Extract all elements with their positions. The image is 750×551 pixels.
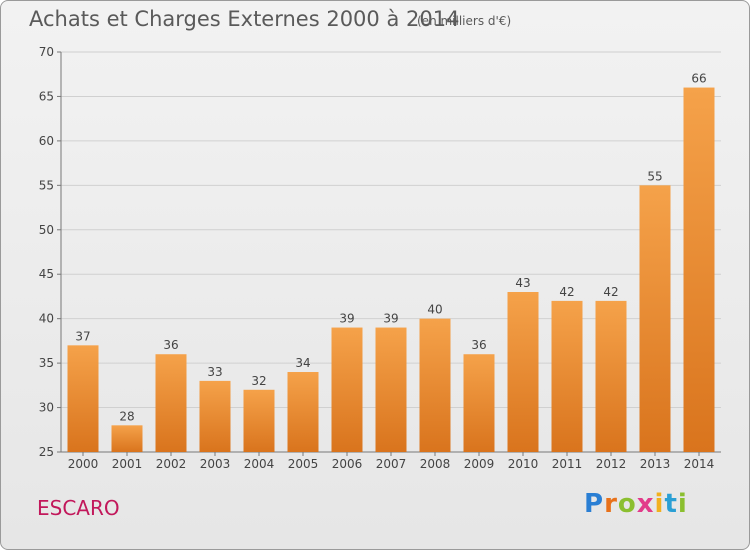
data-label: 36 xyxy=(471,338,486,352)
x-tick-label: 2003 xyxy=(200,457,231,471)
data-label: 42 xyxy=(559,285,574,299)
x-tick-label: 2011 xyxy=(552,457,583,471)
proxiti-logo[interactable]: Proxiti xyxy=(584,489,688,519)
logo-letter: x xyxy=(636,489,655,519)
data-label: 32 xyxy=(251,374,266,388)
bar xyxy=(243,389,275,452)
y-tick-label: 40 xyxy=(39,312,54,326)
bar xyxy=(683,87,715,453)
x-tick-label: 2009 xyxy=(464,457,495,471)
data-label: 33 xyxy=(207,365,222,379)
bar xyxy=(595,300,627,452)
data-label: 55 xyxy=(647,169,662,183)
y-tick-label: 55 xyxy=(39,178,54,192)
x-tick-label: 2004 xyxy=(244,457,275,471)
logo-letter: i xyxy=(654,489,665,519)
data-label: 43 xyxy=(515,276,530,290)
place-name: ESCARO xyxy=(37,496,120,520)
x-tick-label: 2002 xyxy=(156,457,187,471)
data-label: 28 xyxy=(119,409,134,423)
data-label: 42 xyxy=(603,285,618,299)
y-tick-label: 30 xyxy=(39,401,54,415)
logo-letter: t xyxy=(664,489,678,519)
bar xyxy=(375,327,407,452)
x-tick-label: 2012 xyxy=(596,457,627,471)
data-label: 36 xyxy=(163,338,178,352)
y-tick-label: 65 xyxy=(39,89,54,103)
bar-layer xyxy=(67,87,715,453)
bar xyxy=(111,425,143,452)
data-label: 34 xyxy=(295,356,310,370)
x-tick-label: 2014 xyxy=(684,457,715,471)
x-tick-label: 2001 xyxy=(112,457,143,471)
bar xyxy=(639,185,671,453)
x-tick-label: 2007 xyxy=(376,457,407,471)
data-label: 37 xyxy=(75,329,90,343)
bar xyxy=(419,318,451,452)
chart-title: Achats et Charges Externes 2000 à 2014 xyxy=(29,7,460,31)
bar xyxy=(507,292,539,452)
data-label: 66 xyxy=(691,72,706,86)
y-tick-label: 35 xyxy=(39,356,54,370)
bar xyxy=(155,354,187,452)
x-tick-label: 2010 xyxy=(508,457,539,471)
y-tick-label: 70 xyxy=(39,45,54,59)
data-label: 39 xyxy=(383,312,398,326)
bar xyxy=(331,327,363,452)
x-tick-label: 2005 xyxy=(288,457,319,471)
x-tick-label: 2008 xyxy=(420,457,451,471)
x-tick-label: 2006 xyxy=(332,457,363,471)
data-label: 40 xyxy=(427,303,442,317)
bar xyxy=(551,300,583,452)
y-tick-label: 45 xyxy=(39,267,54,281)
x-tick-label: 2000 xyxy=(68,457,99,471)
logo-letter: r xyxy=(604,489,618,519)
bar xyxy=(463,354,495,452)
bar xyxy=(287,372,319,452)
axis-layer: 25 30 35 40 45 50 55 60 65 70 2000 2001 2002 2003 2004… xyxy=(39,45,721,471)
logo-letter: o xyxy=(617,489,637,519)
y-tick-label: 50 xyxy=(39,223,54,237)
logo-letter: P xyxy=(584,489,605,519)
y-tick-label: 60 xyxy=(39,134,54,148)
data-label: 39 xyxy=(339,312,354,326)
bar xyxy=(67,345,99,452)
label-layer: 37 28 36 33 32 34 39 39 40 36 43 42 42 55 66 xyxy=(75,72,706,424)
bar xyxy=(199,380,231,452)
chart-unit: (en milliers d'€) xyxy=(417,14,512,28)
logo-letter: i xyxy=(677,489,688,519)
y-tick-label: 25 xyxy=(39,445,54,459)
x-tick-label: 2013 xyxy=(640,457,671,471)
